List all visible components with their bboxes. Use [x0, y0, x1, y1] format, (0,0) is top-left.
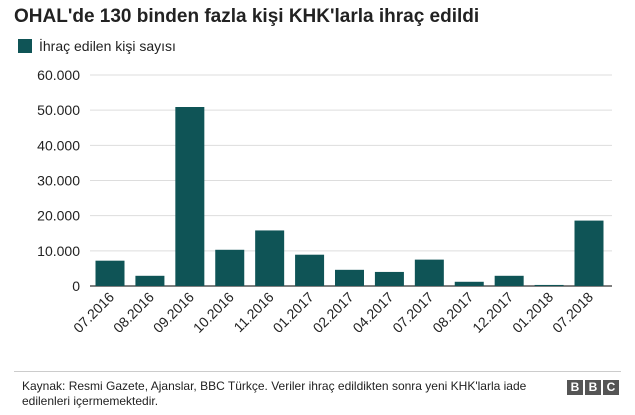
- x-tick-label: 04.2017: [349, 289, 396, 336]
- x-tick-label: 10.2016: [190, 289, 237, 336]
- x-tick-label: 01.2018: [509, 289, 556, 336]
- bbc-logo-letter-b1: B: [567, 380, 583, 395]
- bar-01.2018: [534, 284, 564, 286]
- x-tick-label: 08.2017: [429, 289, 476, 336]
- x-tick-label: 01.2017: [270, 289, 317, 336]
- bar-08.2016: [135, 275, 165, 286]
- bar-07.2016: [95, 260, 125, 286]
- y-tick-label: 40.000: [37, 137, 80, 153]
- legend-swatch: [18, 39, 32, 53]
- y-tick-label: 50.000: [37, 102, 80, 118]
- bar-02.2017: [335, 269, 364, 286]
- bar-12.2017: [494, 275, 524, 286]
- y-tick-label: 0: [72, 278, 80, 294]
- x-tick-label: 02.2017: [310, 289, 357, 336]
- x-tick-label: 12.2017: [469, 289, 516, 336]
- y-tick-label: 30.000: [37, 173, 80, 189]
- bar-08.2017: [454, 281, 484, 286]
- bbc-logo-letter-b2: B: [585, 380, 601, 395]
- bars: [95, 107, 604, 286]
- y-tick-label: 20.000: [37, 208, 80, 224]
- bar-01.2017: [295, 254, 325, 286]
- y-tick-label: 10.000: [37, 243, 80, 259]
- y-tick-label: 60.000: [37, 67, 80, 83]
- bar-04.2017: [374, 271, 404, 286]
- bbc-logo: B B C: [567, 380, 619, 395]
- x-tick-label: 09.2016: [150, 289, 197, 336]
- bar-10.2016: [215, 249, 245, 286]
- legend-label: İhraç edilen kişi sayısı: [39, 38, 176, 54]
- x-tick-label: 11.2016: [230, 289, 277, 336]
- source-note: Kaynak: Resmi Gazete, Ajanslar, BBC Türk…: [22, 379, 527, 408]
- x-tick-label: 07.2016: [70, 289, 117, 336]
- y-axis-labels: 0 10.000 20.000 30.000 40.000 50.000 60.000: [37, 67, 80, 294]
- x-axis-labels: 07.201608.201609.201610.201611.201601.20…: [70, 289, 596, 336]
- x-tick-label: 07.2018: [549, 289, 596, 336]
- bbc-logo-letter-c: C: [603, 380, 619, 395]
- footer-divider: [14, 371, 621, 372]
- bar-07.2018: [574, 220, 604, 286]
- x-tick-label: 08.2016: [110, 289, 157, 336]
- bar-07.2017: [414, 259, 444, 286]
- bar-11.2016: [255, 230, 285, 286]
- grid-lines: [90, 74, 612, 287]
- chart-title: OHAL'de 130 binden fazla kişi KHK'larla …: [14, 6, 480, 27]
- bar-chart: 0 10.000 20.000 30.000 40.000 50.000 60.000 07…: [37, 67, 612, 336]
- bar-09.2016: [175, 107, 205, 286]
- chart-legend: İhraç edilen kişi sayısı: [18, 38, 176, 54]
- x-tick-label: 07.2017: [389, 289, 436, 336]
